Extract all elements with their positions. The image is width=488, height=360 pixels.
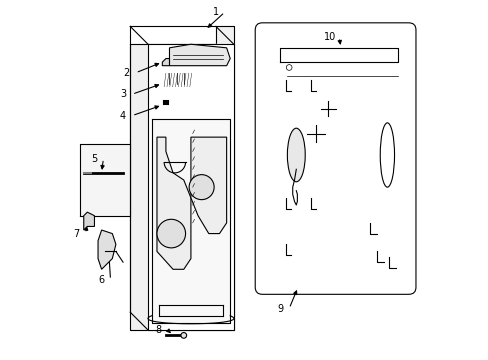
FancyBboxPatch shape	[278, 46, 399, 64]
Polygon shape	[80, 144, 130, 216]
Ellipse shape	[287, 128, 305, 182]
Bar	[301, 144, 307, 148]
Text: 6: 6	[99, 275, 104, 285]
Polygon shape	[280, 48, 397, 62]
Circle shape	[285, 64, 291, 70]
Polygon shape	[83, 212, 94, 230]
Polygon shape	[190, 137, 226, 234]
Bar	[340, 137, 351, 144]
Text: 4: 4	[120, 111, 126, 121]
Circle shape	[157, 219, 185, 248]
Text: 5: 5	[91, 154, 98, 163]
Circle shape	[181, 333, 186, 338]
FancyBboxPatch shape	[160, 67, 192, 89]
Text: 8: 8	[155, 325, 162, 335]
Text: 2: 2	[123, 68, 129, 78]
Text: 9: 9	[277, 303, 283, 314]
Polygon shape	[169, 44, 230, 66]
Polygon shape	[151, 119, 230, 323]
Text: 3: 3	[120, 89, 126, 99]
Polygon shape	[157, 137, 190, 269]
Bar	[162, 94, 176, 109]
Polygon shape	[148, 44, 233, 330]
Polygon shape	[98, 230, 116, 269]
Text: 1: 1	[212, 7, 219, 17]
Ellipse shape	[380, 123, 394, 187]
Bar	[340, 150, 351, 157]
Text: 7: 7	[73, 229, 80, 239]
Circle shape	[189, 175, 214, 200]
Polygon shape	[130, 26, 233, 330]
Text: 10: 10	[324, 32, 336, 42]
Bar	[319, 144, 325, 148]
Polygon shape	[162, 59, 169, 66]
FancyBboxPatch shape	[255, 23, 415, 294]
